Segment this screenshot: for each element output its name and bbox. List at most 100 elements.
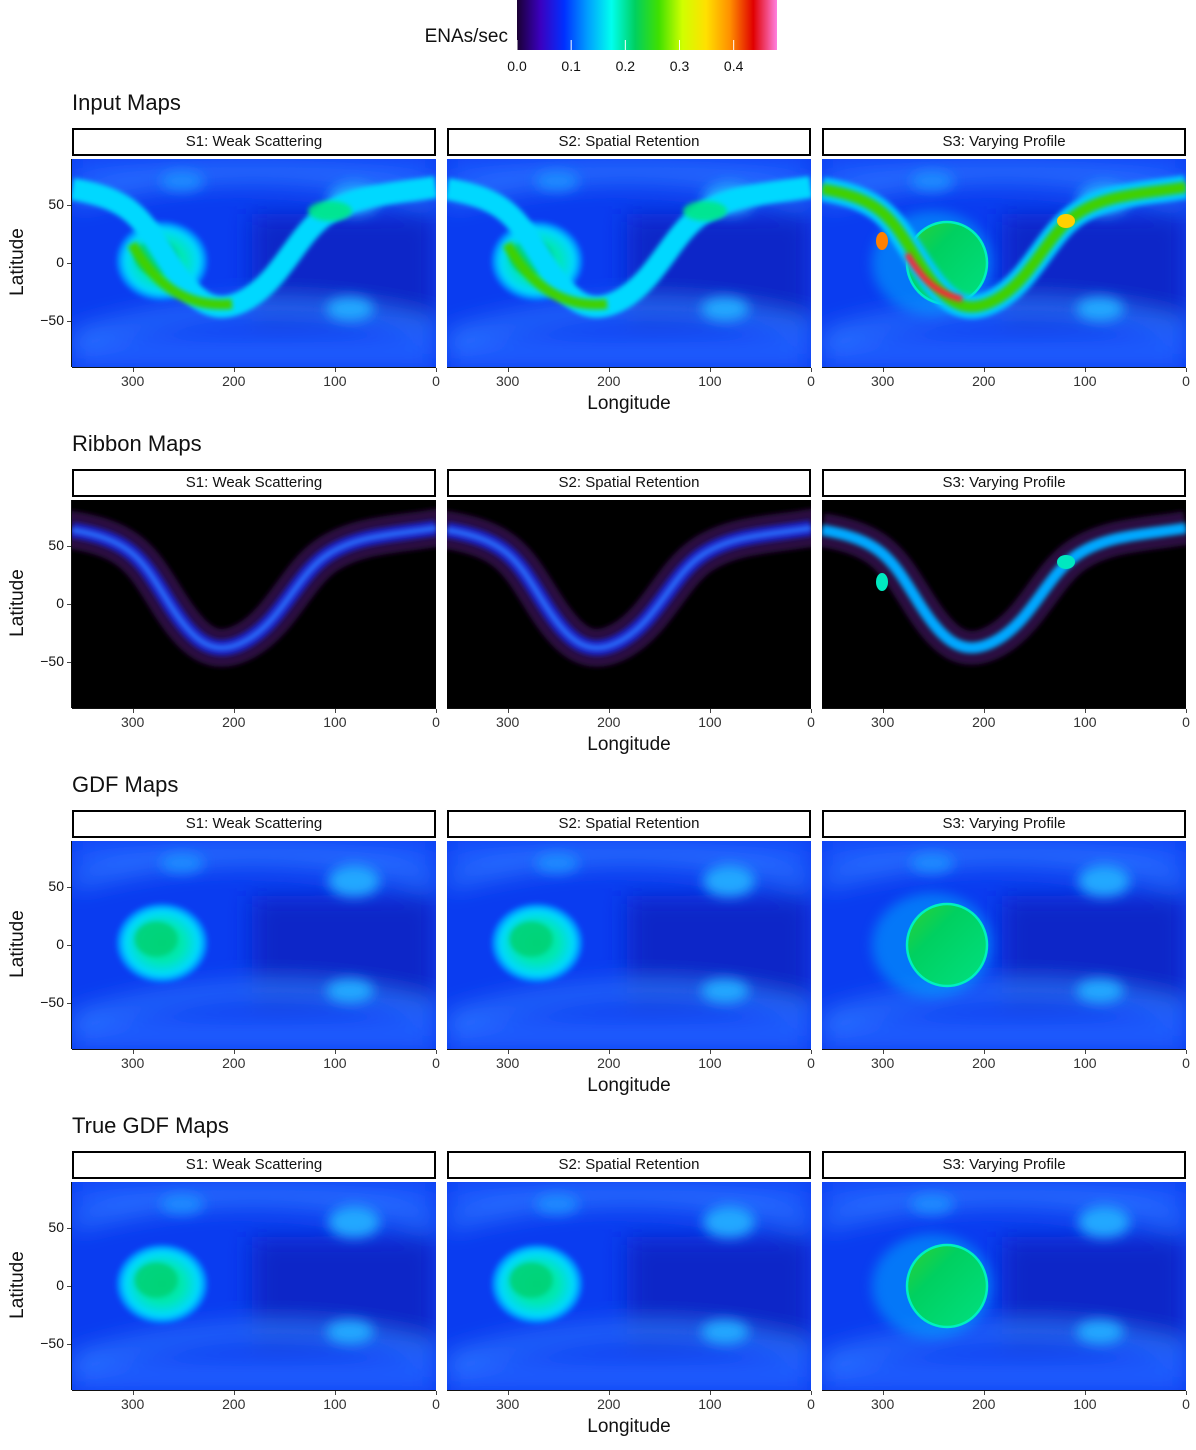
x-tick-label: 100 xyxy=(1073,1055,1097,1071)
x-tick-mark xyxy=(507,709,509,713)
y-tick-mark xyxy=(67,1286,71,1287)
y-tick-mark xyxy=(67,263,71,264)
x-tick-mark xyxy=(983,709,985,713)
heatmap-cells xyxy=(447,500,811,708)
heatmap-cells xyxy=(447,159,811,367)
x-axis-label: Longitude xyxy=(587,1416,671,1437)
bright-spots xyxy=(160,853,380,1003)
heatmap-cells xyxy=(72,841,436,1049)
x-tick-label: 200 xyxy=(222,1055,246,1071)
y-tick-label: 0 xyxy=(56,936,64,952)
x-tick-mark xyxy=(882,1391,884,1395)
x-tick-mark xyxy=(1084,709,1086,713)
emission-blob xyxy=(491,1244,583,1324)
emission-blob xyxy=(116,903,208,983)
x-tick-mark xyxy=(709,1391,711,1395)
x-tick-label: 0 xyxy=(432,373,440,389)
facet-strip-label: S3: Varying Profile xyxy=(822,810,1186,838)
x-tick-label: 100 xyxy=(1073,714,1097,730)
x-tick-mark xyxy=(132,709,134,713)
heatmap-cells xyxy=(822,159,1186,367)
x-tick-label: 0 xyxy=(807,373,815,389)
bright-spots xyxy=(535,1194,755,1344)
y-tick-label: 0 xyxy=(56,254,64,270)
x-tick-mark xyxy=(709,1050,711,1054)
bright-spots xyxy=(910,853,1130,1003)
heatmap-cells xyxy=(822,500,1186,708)
facet-strip-label: S1: Weak Scattering xyxy=(72,810,436,838)
x-tick-mark xyxy=(1084,1391,1086,1395)
x-tick-label: 200 xyxy=(597,373,621,389)
x-tick-label: 300 xyxy=(495,1055,520,1071)
facet-strip-label: S1: Weak Scattering xyxy=(72,469,436,497)
heatmap-cells xyxy=(72,1182,436,1390)
ribbon-knot xyxy=(1057,214,1075,228)
x-tick-mark xyxy=(811,1050,812,1054)
x-tick-label: 100 xyxy=(323,373,347,389)
x-tick-label: 0 xyxy=(1182,714,1190,730)
y-tick-mark xyxy=(67,320,71,322)
x-tick-mark xyxy=(507,368,509,372)
x-tick-label: 0 xyxy=(432,1396,440,1412)
colorbar-tick-label: 0.0 xyxy=(507,58,527,74)
x-tick-mark xyxy=(334,368,336,372)
y-axis-line xyxy=(71,159,72,367)
ribbon-knot xyxy=(308,201,352,221)
x-tick-label: 0 xyxy=(807,1396,815,1412)
x-tick-label: 100 xyxy=(1073,373,1097,389)
x-tick-label: 200 xyxy=(222,714,246,730)
ribbon-hotspot xyxy=(904,252,963,302)
background-structure xyxy=(822,1182,1186,1390)
x-tick-mark xyxy=(1084,368,1086,372)
ribbon-core xyxy=(127,241,233,310)
ribbon-knot xyxy=(1057,555,1075,569)
heatmap-panel xyxy=(447,500,811,708)
y-axis-line xyxy=(71,841,72,1049)
row-title: True GDF Maps xyxy=(72,1113,229,1138)
y-tick-label: 50 xyxy=(48,1219,64,1236)
ribbon-knot xyxy=(876,573,888,591)
heatmap-panel xyxy=(822,841,1186,1049)
x-tick-label: 0 xyxy=(432,714,440,730)
x-tick-label: 300 xyxy=(120,714,145,730)
x-tick-mark xyxy=(811,1391,812,1395)
y-tick-label: 50 xyxy=(48,878,64,895)
x-axis-line xyxy=(72,1390,436,1391)
x-tick-label: 300 xyxy=(495,1396,520,1412)
x-axis-line xyxy=(822,1390,1186,1391)
heatmap-panel xyxy=(822,159,1186,367)
x-tick-label: 0 xyxy=(1182,1396,1190,1412)
x-axis-line xyxy=(447,367,811,368)
x-tick-mark xyxy=(811,368,812,372)
y-tick-label: 50 xyxy=(48,196,64,213)
x-tick-mark xyxy=(233,1391,235,1395)
y-tick-label: −50 xyxy=(40,1334,64,1351)
facet-strip-label: S3: Varying Profile xyxy=(822,128,1186,156)
y-tick-label: −50 xyxy=(40,993,64,1010)
y-tick-label: −50 xyxy=(40,652,64,669)
x-tick-label: 100 xyxy=(323,1396,347,1412)
ribbon-band xyxy=(447,176,811,318)
x-tick-mark xyxy=(334,1050,336,1054)
x-axis-line xyxy=(447,1049,811,1050)
x-axis-line xyxy=(822,708,1186,709)
x-tick-label: 200 xyxy=(597,1396,621,1412)
heatmap-panel xyxy=(822,500,1186,708)
x-tick-label: 100 xyxy=(698,373,722,389)
facet-strip-label: S2: Spatial Retention xyxy=(447,1151,811,1179)
x-tick-label: 200 xyxy=(222,1396,246,1412)
x-tick-mark xyxy=(233,1050,235,1054)
y-axis-line xyxy=(71,500,72,708)
y-tick-label: 50 xyxy=(48,537,64,554)
x-tick-mark xyxy=(811,709,812,713)
heatmap-panel xyxy=(72,841,436,1049)
x-tick-label: 100 xyxy=(1073,1396,1097,1412)
x-tick-label: 0 xyxy=(1182,1055,1190,1071)
x-tick-mark xyxy=(507,1050,509,1054)
heatmap-panel xyxy=(447,841,811,1049)
x-tick-mark xyxy=(132,1050,134,1054)
x-tick-mark xyxy=(1186,1050,1187,1054)
y-tick-mark xyxy=(67,205,71,207)
x-axis-label: Longitude xyxy=(587,1075,671,1096)
x-tick-mark xyxy=(132,1391,134,1395)
